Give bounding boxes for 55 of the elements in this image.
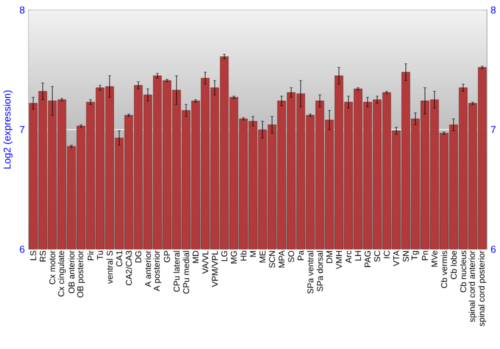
x-tick-label: CPu lateral [173, 251, 180, 292]
x-tick-label: VTA [393, 250, 400, 266]
x-tick-label: CPu medial [182, 251, 190, 294]
x-tick-label: SO [288, 250, 294, 262]
x-tick-label: SCN [269, 251, 276, 268]
y-axis-title: Log2 (expression) [3, 90, 13, 169]
x-tick-label: Cb lobe [450, 250, 457, 280]
x-tick-label: OB anterior [68, 250, 75, 294]
x-tick-label: Pir [87, 250, 94, 260]
x-tick-label: spinal cord anterior [468, 250, 477, 322]
y2-tick-label: 8 [490, 6, 496, 14]
x-tick-label: Cx cingulate [58, 250, 66, 296]
y-tick-label: 6 [20, 246, 24, 253]
y2-tick-label: 6 [491, 246, 496, 253]
x-tick-label: CA1 [116, 250, 122, 266]
x-tick-label: LG [221, 251, 228, 262]
x-tick-label: M [250, 251, 256, 257]
x-tick-label: MD [192, 250, 199, 263]
x-tick-label: DM [326, 251, 332, 263]
y-tick-label: 8 [20, 6, 24, 14]
x-tick-label: Hb [240, 250, 246, 261]
x-tick-label: SPa dorsal [316, 251, 323, 292]
x-tick-label: MG [230, 251, 237, 264]
x-tick-label: ventral S [106, 250, 113, 284]
x-tick-label: Cb nucleus [460, 250, 466, 292]
x-tick-label: Pa [298, 250, 304, 260]
x-tick-label: Cb vermis [440, 250, 448, 288]
x-tick-label: Arc [346, 250, 352, 264]
x-tick-label: spinal cord posterior [478, 250, 486, 326]
y2-tick-label: 7 [491, 126, 496, 134]
x-tick-label: GP [164, 250, 170, 262]
x-tick-label: OB posterior [77, 250, 85, 298]
x-tick-label: A posterior [153, 250, 162, 292]
x-tick-label: LS [30, 250, 36, 260]
x-tick-label: CA2/CA3 [126, 250, 132, 286]
y-tick-label: 7 [20, 126, 24, 134]
x-tick-label: Tu [97, 251, 104, 260]
x-tick-label: Tg [412, 251, 420, 260]
x-tick-label: Pn [422, 251, 428, 260]
x-tick-label: SN [402, 251, 409, 262]
x-tick-label: LH [355, 251, 361, 261]
x-tick-label: VMH [336, 251, 342, 270]
x-tick-label: IC [384, 250, 390, 258]
x-tick-label: MPA [278, 250, 285, 268]
x-tick-label: ME [260, 250, 266, 262]
x-tick-label: SPa ventral [307, 251, 314, 294]
x-tick-label: SC [374, 250, 380, 262]
x-tick-label: A anterior [144, 250, 151, 288]
x-tick-label: PAG [364, 251, 371, 267]
x-tick-label: VPM/VPL [212, 250, 218, 288]
x-tick-label: RS [40, 250, 46, 262]
x-tick-label: VA/VL [202, 250, 208, 274]
x-tick-label: MVe [432, 250, 438, 267]
x-tick-label: Cx motor [49, 250, 56, 284]
x-tick-label: DG [135, 251, 142, 262]
